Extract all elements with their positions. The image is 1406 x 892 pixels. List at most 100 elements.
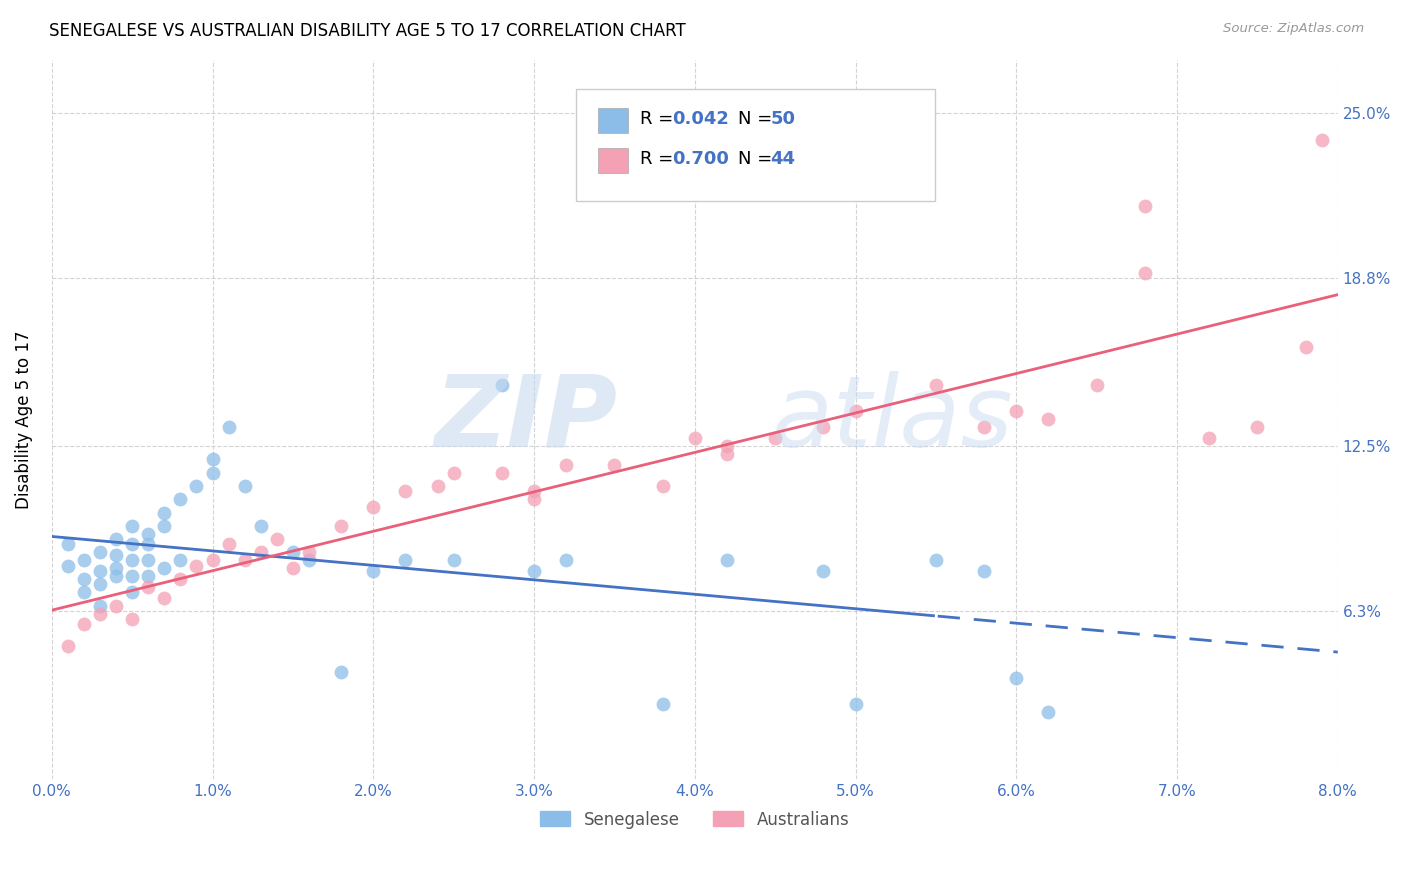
Text: Source: ZipAtlas.com: Source: ZipAtlas.com — [1223, 22, 1364, 36]
Point — [1005, 671, 1028, 685]
Point — [121, 612, 143, 626]
Point — [973, 564, 995, 578]
Point — [1133, 266, 1156, 280]
Point — [443, 553, 465, 567]
Point — [136, 580, 159, 594]
Point — [1246, 420, 1268, 434]
Point — [844, 698, 866, 712]
Point — [443, 466, 465, 480]
Point — [925, 553, 948, 567]
Point — [169, 492, 191, 507]
Point — [121, 569, 143, 583]
Point — [89, 607, 111, 621]
Point — [233, 479, 256, 493]
Point — [1038, 412, 1060, 426]
Point — [298, 545, 321, 559]
Y-axis label: Disability Age 5 to 17: Disability Age 5 to 17 — [15, 330, 32, 508]
Text: 0.042: 0.042 — [672, 110, 728, 128]
Point — [281, 545, 304, 559]
Point — [89, 564, 111, 578]
Point — [813, 564, 835, 578]
Point — [73, 553, 96, 567]
Point — [56, 537, 79, 551]
Point — [716, 439, 738, 453]
Point — [153, 518, 176, 533]
Point — [249, 545, 271, 559]
Point — [651, 479, 673, 493]
Point — [169, 553, 191, 567]
Point — [233, 553, 256, 567]
Point — [1085, 377, 1108, 392]
Legend: Senegalese, Australians: Senegalese, Australians — [534, 804, 856, 835]
Point — [153, 591, 176, 605]
Point — [973, 420, 995, 434]
Text: 44: 44 — [770, 150, 796, 168]
Text: R =: R = — [640, 110, 679, 128]
Point — [925, 377, 948, 392]
Point — [136, 526, 159, 541]
Point — [281, 561, 304, 575]
Point — [121, 553, 143, 567]
Point — [56, 558, 79, 573]
Point — [1005, 404, 1028, 418]
Point — [89, 545, 111, 559]
Point — [136, 569, 159, 583]
Point — [266, 532, 288, 546]
Text: atlas: atlas — [772, 371, 1014, 467]
Point — [121, 518, 143, 533]
Point — [523, 564, 546, 578]
Point — [813, 420, 835, 434]
Point — [73, 617, 96, 632]
Text: ZIP: ZIP — [434, 371, 617, 467]
Point — [201, 452, 224, 467]
Point — [844, 404, 866, 418]
Point — [298, 553, 321, 567]
Point — [523, 484, 546, 499]
Point — [56, 639, 79, 653]
Point — [555, 458, 578, 472]
Point — [105, 599, 128, 613]
Text: SENEGALESE VS AUSTRALIAN DISABILITY AGE 5 TO 17 CORRELATION CHART: SENEGALESE VS AUSTRALIAN DISABILITY AGE … — [49, 22, 686, 40]
Point — [330, 665, 353, 680]
Point — [523, 492, 546, 507]
Point — [683, 431, 706, 445]
Point — [186, 479, 208, 493]
Point — [1295, 340, 1317, 354]
Point — [249, 518, 271, 533]
Point — [105, 532, 128, 546]
Text: R =: R = — [640, 150, 679, 168]
Point — [716, 447, 738, 461]
Text: N =: N = — [738, 150, 778, 168]
Text: 0.700: 0.700 — [672, 150, 728, 168]
Point — [153, 561, 176, 575]
Point — [136, 537, 159, 551]
Text: 50: 50 — [770, 110, 796, 128]
Point — [105, 569, 128, 583]
Point — [136, 553, 159, 567]
Point — [121, 585, 143, 599]
Point — [186, 558, 208, 573]
Point — [1310, 132, 1333, 146]
Point — [1133, 199, 1156, 213]
Point — [169, 572, 191, 586]
Point — [73, 585, 96, 599]
Point — [361, 500, 384, 515]
Point — [153, 506, 176, 520]
Point — [89, 577, 111, 591]
Point — [218, 537, 240, 551]
Point — [73, 572, 96, 586]
Point — [651, 698, 673, 712]
Point — [603, 458, 626, 472]
Point — [361, 564, 384, 578]
Text: N =: N = — [738, 110, 778, 128]
Point — [394, 484, 416, 499]
Point — [394, 553, 416, 567]
Point — [121, 537, 143, 551]
Point — [201, 466, 224, 480]
Point — [330, 518, 353, 533]
Point — [491, 466, 513, 480]
Point — [89, 599, 111, 613]
Point — [555, 553, 578, 567]
Point — [426, 479, 449, 493]
Point — [491, 377, 513, 392]
